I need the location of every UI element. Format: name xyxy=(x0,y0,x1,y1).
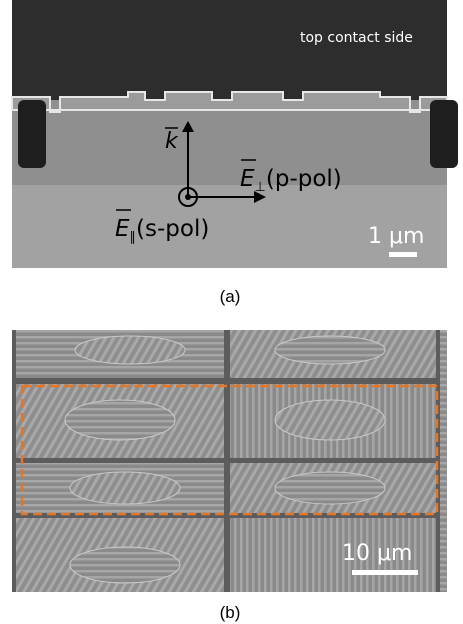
panel-caption: (b) xyxy=(220,603,241,622)
tile xyxy=(440,326,460,596)
e-symbol: E xyxy=(115,216,130,242)
page: {"panels": [ {"label": "(a)", "side_labe… xyxy=(0,0,463,624)
disk xyxy=(275,472,385,504)
disk xyxy=(275,400,385,440)
scale-bar xyxy=(352,570,418,575)
polarization: (p-pol) xyxy=(266,166,342,192)
pillar xyxy=(18,100,46,168)
side-label: top contact side xyxy=(300,30,413,46)
e-subscript: ⊥ xyxy=(255,180,266,195)
e-par-label: E∥(s-pol) xyxy=(115,216,209,245)
scale-bar-label: 10 μm xyxy=(342,541,412,566)
figure: top contact side k E⊥(p-pol) E∥(s-pol) 1… xyxy=(0,0,463,624)
panel-b: 10 μm xyxy=(12,326,460,596)
scale-bar xyxy=(389,252,417,257)
disk xyxy=(75,336,185,364)
panel-caption: (a) xyxy=(220,287,241,306)
disk xyxy=(275,336,385,364)
panel-a: top contact side k E⊥(p-pol) E∥(s-pol) 1… xyxy=(12,0,458,268)
pillar xyxy=(430,100,458,168)
e-symbol: E xyxy=(240,166,255,192)
scale-bar-label: 1 μm xyxy=(368,224,424,249)
out-of-plane-dot xyxy=(185,194,191,200)
disk xyxy=(65,400,175,440)
disk xyxy=(70,472,180,504)
k-label: k xyxy=(165,129,179,154)
polarization: (s-pol) xyxy=(136,216,209,242)
disk xyxy=(70,547,180,583)
